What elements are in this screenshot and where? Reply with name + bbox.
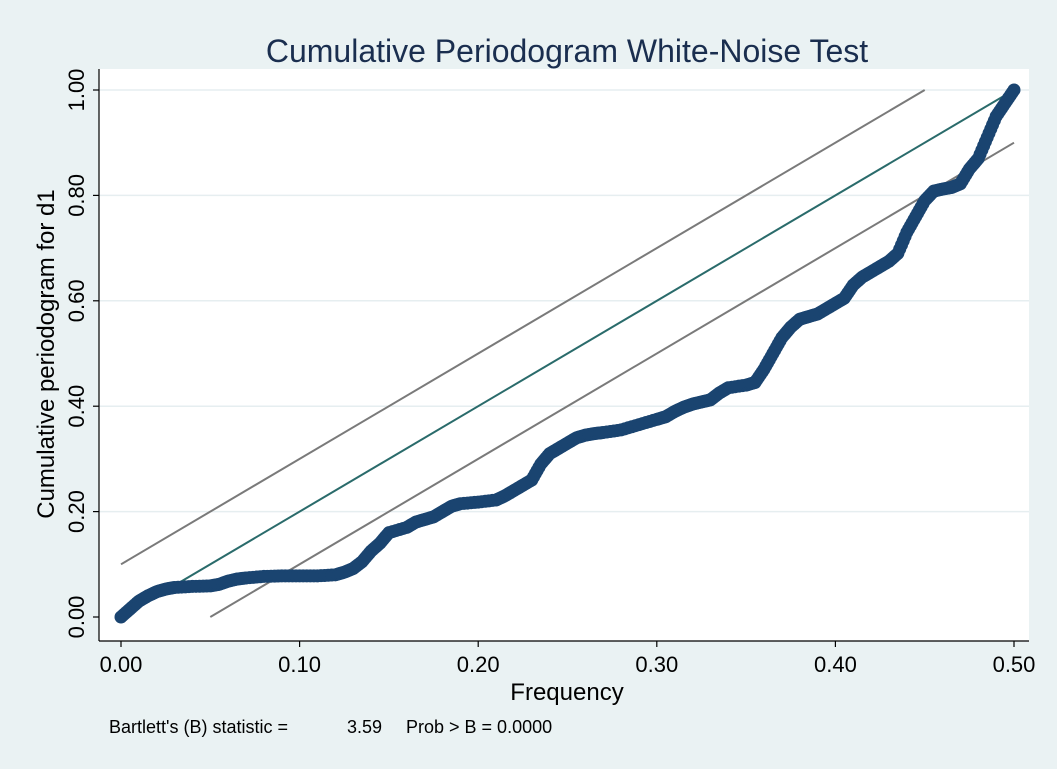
x-tick-label: 0.20 — [457, 652, 500, 677]
x-axis-label: Frequency — [510, 679, 623, 706]
chart-title: Cumulative Periodogram White-Noise Test — [266, 33, 868, 69]
y-tick-label: 0.20 — [64, 490, 89, 533]
x-tick-label: 0.50 — [993, 652, 1036, 677]
y-tick-label: 0.00 — [64, 596, 89, 639]
y-tick-label: 0.40 — [64, 385, 89, 428]
x-tick-label: 0.30 — [635, 652, 678, 677]
gridlines — [99, 89, 1029, 513]
data-point — [1007, 83, 1021, 97]
bartlett-probability: Prob > B = 0.0000 — [406, 717, 552, 737]
tick-labels: 0.00 0.20 0.40 0.60 0.80 1.00 0.00 0.10 0.20 0.30… — [64, 69, 1035, 677]
upper-band-line — [120, 89, 926, 566]
expected-line — [120, 89, 1015, 618]
x-tick-label: 0.40 — [814, 652, 857, 677]
bartlett-statistic-value: 3.59 — [347, 717, 382, 737]
y-axis-label: Cumulative periodogram for d1 — [33, 189, 60, 519]
reference-lines — [120, 89, 1015, 618]
x-tick-label: 0.10 — [278, 652, 321, 677]
axes — [93, 69, 1029, 647]
y-tick-label: 1.00 — [64, 69, 89, 112]
x-tick-label: 0.00 — [100, 652, 143, 677]
y-tick-label: 0.60 — [64, 279, 89, 322]
y-tick-label: 0.80 — [64, 174, 89, 217]
bartlett-statistic-label: Bartlett's (B) statistic = — [109, 717, 288, 737]
lower-band-line — [209, 141, 1015, 618]
data-points — [114, 83, 1021, 624]
